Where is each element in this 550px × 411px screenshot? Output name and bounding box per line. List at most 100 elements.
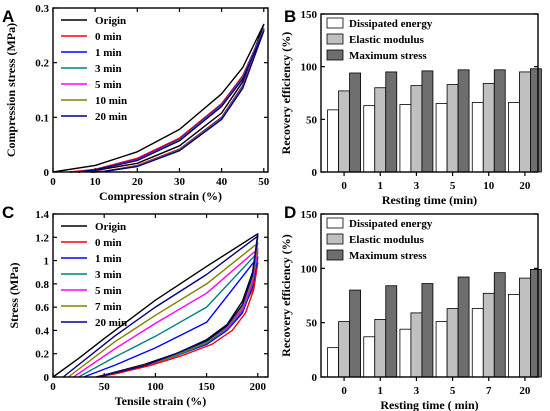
plot-frame [52,7,269,173]
x-tick-label: 50 [258,176,270,188]
bar-3-2 [457,276,470,378]
y-tick-label: 0.2 [35,349,49,361]
legend-label: 20 min [95,111,127,123]
legend-swatch [326,33,344,45]
legend-label: 7 min [95,301,122,313]
bar-0-2 [349,289,361,378]
bar-5-0 [508,294,520,378]
series-0-hysteresis-line [52,233,259,378]
bar-5-2 [530,68,542,173]
x-axis-title: Resting time (min) [382,193,477,207]
bar-5-2 [530,269,542,378]
panel-d: D 0 50 100 150 0 1 3 5 7 20 Dissipated energy Elasti… [279,203,542,411]
legend-label: Origin [95,15,126,27]
y-tick-label: 0 [312,167,318,179]
x-tick-label: 10 [483,180,495,192]
bar-1-2 [385,71,398,173]
x-tick-label: 150 [198,381,215,393]
x-tick-label: 1 [378,180,384,192]
bar-0-1 [338,90,350,173]
bar-0-0 [327,347,339,378]
legend-label: Elastic modulus [349,234,425,246]
y-tick-label: 100 [301,62,318,74]
y-tick-label: 0.8 [35,279,49,291]
plot-frame [320,213,539,378]
y-tick-label: 0.4 [35,325,49,337]
plot-frame [52,213,269,378]
legend-label: Dissipated energy [349,18,433,30]
legend-swatch [326,49,344,61]
x-tick-label: 5 [450,385,456,397]
panel-b: B 0 50 100 150 0 1 3 5 10 20 Dissipated energy Elast… [279,7,542,207]
series-0-hysteresis-line [52,23,265,173]
bar-1-1 [374,87,387,173]
bar-4-0 [471,102,484,173]
y-tick-label: 50 [306,318,318,330]
x-tick-label: 7 [486,385,492,397]
x-tick-label: 100 [147,381,164,393]
x-axis-title: Compression strain (%) [99,189,222,203]
legend-label: 1 min [95,253,122,265]
x-tick-label: 5 [450,180,456,192]
bar-3-1 [446,84,459,173]
panel-letter: D [284,203,296,222]
bar-1-2 [385,285,398,378]
bar-1-0 [363,105,376,173]
panel-letter: B [284,7,296,26]
x-tick-label: 40 [216,176,228,188]
x-tick-label: 0 [50,176,56,188]
legend-label: 1 min [95,47,122,59]
bar-3-1 [446,308,459,378]
y-tick-label: 0 [44,372,50,384]
bar-4-2 [493,272,506,378]
legend-label: Origin [95,221,126,233]
x-tick-label: 3 [414,385,420,397]
series-6-hysteresis-line [62,235,259,378]
bar-4-2 [493,69,506,173]
bar-2-2 [421,283,434,378]
bar-2-0 [399,104,412,173]
legend-label: Elastic modulus [349,34,425,46]
bar-2-0 [399,328,412,378]
legend-swatch [326,17,344,29]
y-tick-label: 1.4 [35,209,49,221]
legend-label: Maximum stress [349,250,427,262]
legend-label: 3 min [95,269,122,281]
bar-0-2 [349,72,361,173]
plot-frame [320,13,539,173]
panel-letter: A [2,7,14,26]
bar-0-0 [327,109,339,173]
y-tick-label: 0.6 [35,302,49,314]
legend-label: 0 min [95,31,122,43]
panel-c: C 0 0.2 0.4 0.6 0.8 1 1.2 1.4 0 50 100 150 200 Origin 0… [2,203,269,408]
y-axis-title: Recovery efficiency (%) [279,32,293,155]
bar-5-1 [519,277,531,378]
y-tick-label: 0 [44,167,50,179]
bar-2-1 [410,85,423,173]
x-tick-label: 30 [174,176,186,188]
x-tick-label: 10 [90,176,102,188]
x-tick-label: 0 [341,180,347,192]
legend-label: 5 min [95,285,122,297]
y-tick-label: 100 [301,263,318,275]
panel-a: A 0 0.1 0.2 0.3 0 10 20 30 40 50 Origin 0 min 1 min 3 … [2,3,270,203]
y-tick-label: 0 [312,372,318,384]
bar-1-0 [363,336,376,378]
bar-5-0 [508,102,520,173]
x-tick-label: 1 [378,385,384,397]
x-tick-label: 3 [414,180,420,192]
panel-letter: C [2,203,14,222]
x-tick-label: 20 [519,180,531,192]
bar-4-1 [482,292,495,378]
legend-swatch [326,233,344,245]
x-tick-label: 20 [519,385,531,397]
x-tick-label: 50 [99,381,111,393]
legend-label: 3 min [95,63,122,75]
bar-4-1 [482,83,495,173]
legend-swatch [326,217,344,229]
x-tick-label: 0 [341,385,347,397]
x-axis-title: Tensile strain (%) [115,394,207,408]
y-tick-label: 1 [44,256,50,268]
bar-0-1 [338,321,350,378]
